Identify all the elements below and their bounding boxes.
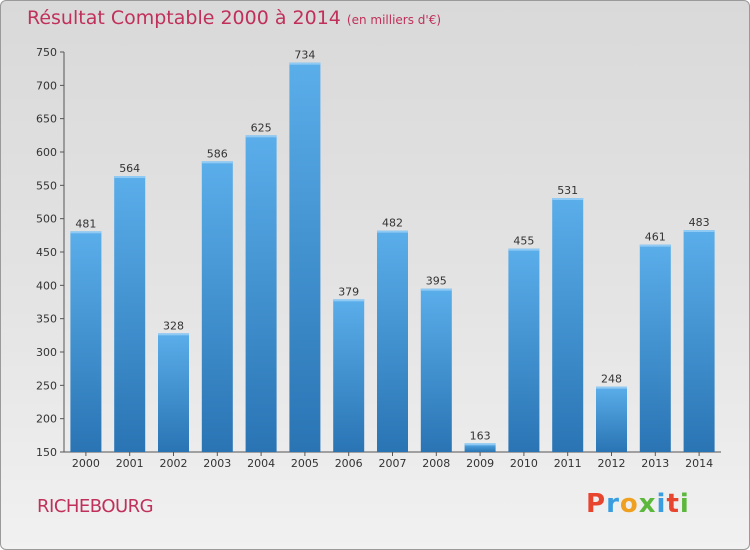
- bar-highlight: [245, 135, 277, 138]
- value-label-2009: 163: [470, 429, 491, 442]
- y-tick-label: 200: [36, 413, 57, 426]
- y-tick-label: 400: [36, 279, 57, 292]
- y-tick-label: 250: [36, 379, 57, 392]
- value-label-2013: 461: [645, 231, 666, 244]
- chart-title-text: Résultat Comptable 2000 à 2014: [27, 7, 341, 29]
- bar-2009: [464, 443, 496, 452]
- value-label-2003: 586: [207, 147, 228, 160]
- x-tick-label-2001: 2001: [116, 457, 144, 470]
- x-tick-label-2009: 2009: [466, 457, 494, 470]
- y-tick-label: 350: [36, 313, 57, 326]
- bar-highlight: [158, 333, 189, 336]
- value-label-2007: 482: [382, 217, 403, 230]
- bar-highlight: [420, 288, 452, 291]
- value-label-2000: 481: [75, 217, 96, 230]
- bar-2008: [420, 288, 452, 452]
- value-label-2008: 395: [426, 275, 447, 288]
- value-label-2004: 625: [251, 121, 272, 134]
- bar-highlight: [201, 161, 233, 164]
- bar-2007: [377, 230, 408, 452]
- bar-2003: [201, 161, 233, 453]
- x-tick-label-2014: 2014: [685, 457, 713, 470]
- y-tick-label: 500: [36, 213, 57, 226]
- x-tick-label-2004: 2004: [247, 457, 275, 470]
- value-label-2006: 379: [338, 285, 359, 298]
- proxiti-logo: Proxiti: [586, 489, 690, 519]
- x-tick-label-2005: 2005: [291, 457, 319, 470]
- bar-highlight: [70, 231, 102, 234]
- value-label-2002: 328: [163, 319, 184, 332]
- x-axis: 2000 2001 2002 2003 2004 2005 2006 2007 2008 2009…: [64, 451, 721, 470]
- value-label-2001: 564: [119, 162, 140, 175]
- logo-letter: x: [638, 489, 657, 519]
- bar-2001: [114, 176, 146, 452]
- x-tick-label-2002: 2002: [160, 457, 188, 470]
- value-label-2011: 531: [557, 184, 578, 197]
- value-label-2014: 483: [689, 216, 710, 229]
- bar-2012: [596, 386, 627, 452]
- bar-2004: [245, 135, 277, 453]
- bar-2013: [639, 244, 671, 452]
- value-labels-group: 481 564 328 586 625 734 379 482 395 163 455 531 248 4…: [75, 49, 709, 443]
- value-label-2012: 248: [601, 373, 622, 386]
- bar-2000: [70, 231, 102, 452]
- y-tick-label: 450: [36, 246, 57, 259]
- x-tick-label-2012: 2012: [598, 457, 626, 470]
- value-label-2010: 455: [513, 235, 534, 248]
- bar-highlight: [596, 386, 627, 389]
- logo-letter: o: [619, 489, 639, 519]
- y-tick-label: 300: [36, 346, 57, 359]
- x-tick-label-2007: 2007: [379, 457, 407, 470]
- x-tick-label-2006: 2006: [335, 457, 363, 470]
- x-tick-label-2010: 2010: [510, 457, 538, 470]
- y-tick-label: 650: [36, 113, 57, 126]
- bar-highlight: [639, 244, 671, 247]
- chart-subtitle: (en milliers d'€): [346, 13, 442, 27]
- logo-letter: P: [586, 489, 607, 519]
- bar-highlight: [552, 198, 584, 200]
- y-tick-label: 600: [36, 146, 57, 159]
- logo-letter: i: [656, 489, 667, 519]
- x-tick-label-2011: 2011: [554, 457, 582, 470]
- x-tick-label-2008: 2008: [422, 457, 450, 470]
- bar-2002: [158, 333, 189, 452]
- y-tick-label: 750: [36, 46, 57, 59]
- logo-letter: r: [606, 489, 620, 519]
- bar-2014: [683, 230, 715, 452]
- bar-highlight: [114, 176, 146, 178]
- bar-highlight: [333, 299, 365, 302]
- bars-group: [70, 62, 715, 453]
- x-tick-label-2013: 2013: [641, 457, 669, 470]
- y-tick-label: 150: [36, 446, 57, 459]
- logo-letter: i: [679, 489, 690, 519]
- bar-highlight: [289, 62, 321, 65]
- x-tick-label-2000: 2000: [72, 457, 100, 470]
- commune-name: RICHEBOURG: [37, 496, 154, 517]
- bar-2005: [289, 62, 321, 453]
- bar-2010: [508, 248, 540, 452]
- bar-2011: [552, 198, 584, 452]
- value-label-2005: 734: [294, 49, 315, 62]
- y-axis: 150 200 250 300 350 400 450 500 550 600 650 700 750: [36, 46, 65, 459]
- x-tick-label-2003: 2003: [203, 457, 231, 470]
- logo-letter: t: [666, 489, 680, 519]
- chart-title: Résultat Comptable 2000 à 2014 (en millie…: [27, 7, 441, 29]
- bar-highlight: [377, 230, 408, 233]
- y-tick-label: 550: [36, 179, 57, 192]
- bar-highlight: [508, 248, 540, 251]
- bar-highlight: [683, 230, 715, 232]
- y-tick-label: 700: [36, 79, 57, 92]
- bar-highlight: [464, 443, 496, 446]
- bar-2006: [333, 299, 365, 452]
